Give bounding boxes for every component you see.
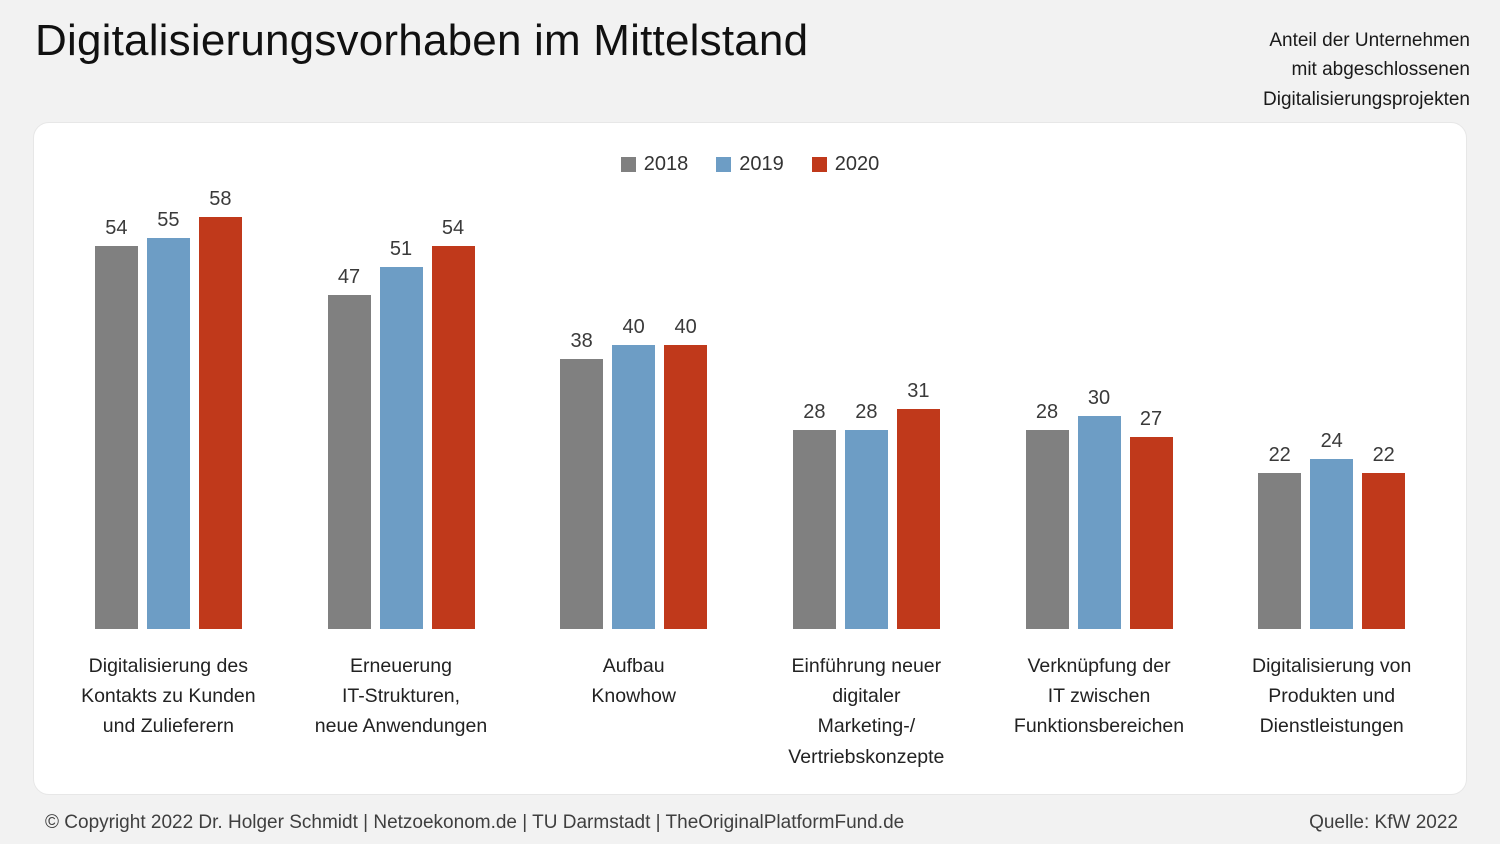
chart-group: 38 40 40 Aufbau Knowhow xyxy=(517,184,750,772)
bar-column: 30 xyxy=(1077,387,1121,629)
bar xyxy=(379,267,423,629)
bar-value-label: 28 xyxy=(855,401,878,423)
chart-groups: 54 55 58 Digitalisierung des Kontakts zu Ku… xyxy=(34,184,1466,772)
bar-value-label: 38 xyxy=(570,330,593,352)
bars-row: 28 30 27 xyxy=(1025,184,1173,629)
category-label: Digitalisierung von Produkten und Dienst… xyxy=(1252,655,1412,738)
bar-value-label: 31 xyxy=(907,380,930,402)
bar-value-label: 40 xyxy=(622,316,645,338)
bar xyxy=(1129,437,1173,629)
bar-value-label: 51 xyxy=(389,238,413,260)
bar xyxy=(844,430,888,629)
footer: © Copyright 2022 Dr. Holger Schmidt | Ne… xyxy=(45,812,1458,834)
bar xyxy=(431,246,475,629)
bar xyxy=(198,217,242,629)
legend-swatch-icon xyxy=(811,157,827,172)
category-label: Digitalisierung des Kontakts zu Kunden u… xyxy=(81,655,256,738)
chart-subtitle: Anteil der Unternehmen mit abgeschlossen… xyxy=(1263,30,1470,110)
bar xyxy=(612,345,656,629)
bar-column: 28 xyxy=(1025,401,1069,629)
bar-value-label: 28 xyxy=(1035,401,1059,423)
bar-value-label: 55 xyxy=(157,209,180,231)
bar-value-label: 30 xyxy=(1087,387,1111,409)
bar-value-label: 54 xyxy=(105,217,128,239)
bar-value-label: 22 xyxy=(1268,444,1291,466)
bars-row: 38 40 40 xyxy=(560,184,708,629)
chart-panel: 2018 2019 2020 54 55 58 Digitalisierung des K… xyxy=(33,122,1467,795)
bar xyxy=(896,409,940,629)
chart-group: 28 28 31 Einführung neuer digitaler Marketi… xyxy=(750,184,983,772)
bar-value-label: 24 xyxy=(1320,430,1343,452)
bar-column: 40 xyxy=(664,316,708,629)
chart-group: 54 55 58 Digitalisierung des Kontakts zu Ku… xyxy=(52,184,285,772)
bar-column: 31 xyxy=(896,380,940,629)
bar-column: 54 xyxy=(431,217,475,629)
bar-column: 24 xyxy=(1310,430,1354,629)
legend-label: 2020 xyxy=(834,153,880,175)
bar xyxy=(664,345,708,629)
category-label: Verknüpfung der IT zwischen Funktionsber… xyxy=(1013,655,1185,738)
bar-column: 22 xyxy=(1362,444,1406,629)
chart-group: 28 30 27 Verknüpfung der IT zwischen Funkti… xyxy=(983,184,1216,772)
legend-label: 2019 xyxy=(739,153,784,175)
bars-row: 54 55 58 xyxy=(94,184,242,629)
legend-item: 2020 xyxy=(811,153,880,176)
bar xyxy=(146,238,190,629)
bar xyxy=(1310,459,1354,629)
bar-value-label: 28 xyxy=(803,401,826,423)
chart-group: 47 51 54 Erneuerung IT-Strukturen, neue Anw… xyxy=(285,184,518,772)
bar-value-label: 27 xyxy=(1139,408,1163,430)
legend-label: 2018 xyxy=(643,153,689,175)
bar-value-label: 54 xyxy=(441,217,465,239)
source-text: Quelle: KfW 2022 xyxy=(1309,812,1458,833)
category-label: Einführung neuer digitaler Marketing-/ V… xyxy=(788,655,945,768)
bar-value-label: 40 xyxy=(674,316,697,338)
bar-value-label: 58 xyxy=(209,188,232,210)
legend-swatch-icon xyxy=(716,157,732,172)
bars-row: 22 24 22 xyxy=(1258,184,1406,629)
legend-item: 2018 xyxy=(620,153,689,176)
bar xyxy=(1362,473,1406,629)
category-label: Aufbau Knowhow xyxy=(591,655,676,708)
copyright-text: © Copyright 2022 Dr. Holger Schmidt | Ne… xyxy=(45,812,905,833)
legend: 2018 2019 2020 xyxy=(34,123,1466,176)
bar xyxy=(1077,416,1121,629)
page-title: Digitalisierungsvorhaben im Mittelstand xyxy=(35,16,809,65)
bar-column: 27 xyxy=(1129,408,1173,629)
bar-column: 40 xyxy=(612,316,656,629)
bar-column: 58 xyxy=(198,188,242,629)
bar-column: 55 xyxy=(146,209,190,629)
bars-row: 47 51 54 xyxy=(327,184,475,629)
bar-value-label: 22 xyxy=(1372,444,1395,466)
bar-column: 28 xyxy=(844,401,888,629)
bar xyxy=(560,359,604,629)
bar xyxy=(792,430,836,629)
bar-column: 38 xyxy=(560,330,604,629)
bar xyxy=(1025,430,1069,629)
bar-column: 28 xyxy=(792,401,836,629)
bar-column: 47 xyxy=(327,266,371,629)
bar xyxy=(94,246,138,629)
legend-swatch-icon xyxy=(620,157,636,172)
bar xyxy=(1258,473,1302,629)
legend-item: 2019 xyxy=(716,153,784,176)
bar-column: 22 xyxy=(1258,444,1302,629)
bar-value-label: 47 xyxy=(337,266,361,288)
category-label: Erneuerung IT-Strukturen, neue Anwendung… xyxy=(314,655,488,738)
bar-column: 54 xyxy=(94,217,138,629)
bar xyxy=(327,295,371,629)
chart-group: 22 24 22 Digitalisierung von Produkten und … xyxy=(1215,184,1448,772)
bar-column: 51 xyxy=(379,238,423,629)
bars-row: 28 28 31 xyxy=(792,184,940,629)
